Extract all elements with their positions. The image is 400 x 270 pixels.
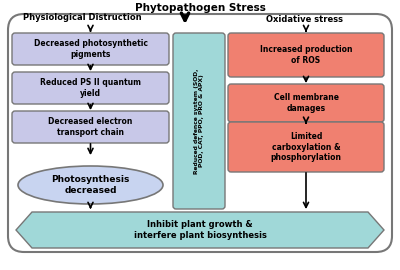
FancyBboxPatch shape: [8, 14, 392, 252]
FancyBboxPatch shape: [12, 72, 169, 104]
Text: Inhibit plant growth &
interfere plant biosynthesis: Inhibit plant growth & interfere plant b…: [134, 220, 266, 240]
Text: Phytopathogen Stress: Phytopathogen Stress: [134, 3, 266, 13]
Text: Decreased photosynthetic
pigments: Decreased photosynthetic pigments: [34, 39, 148, 59]
FancyBboxPatch shape: [228, 84, 384, 122]
FancyBboxPatch shape: [228, 33, 384, 77]
Text: Physiological Distruction: Physiological Distruction: [23, 14, 141, 22]
FancyBboxPatch shape: [12, 33, 169, 65]
Text: Cell membrane
damages: Cell membrane damages: [274, 93, 338, 113]
Text: Reduced PS II quantum
yield: Reduced PS II quantum yield: [40, 78, 141, 98]
FancyBboxPatch shape: [173, 33, 225, 209]
FancyBboxPatch shape: [12, 111, 169, 143]
Text: Reduced defence system (SOD,
POD, CAT, PPO, PRO & APX): Reduced defence system (SOD, POD, CAT, P…: [194, 68, 204, 174]
Text: Increased production
of ROS: Increased production of ROS: [260, 45, 352, 65]
Text: Oxidative stress: Oxidative stress: [266, 15, 344, 25]
Text: Decreased electron
transport chain: Decreased electron transport chain: [48, 117, 133, 137]
Polygon shape: [16, 212, 384, 248]
Ellipse shape: [18, 166, 163, 204]
Text: Photosynthesis
decreased: Photosynthesis decreased: [51, 175, 130, 195]
FancyBboxPatch shape: [228, 122, 384, 172]
Text: Limited
carboxylation &
phosphorylation: Limited carboxylation & phosphorylation: [270, 132, 342, 162]
